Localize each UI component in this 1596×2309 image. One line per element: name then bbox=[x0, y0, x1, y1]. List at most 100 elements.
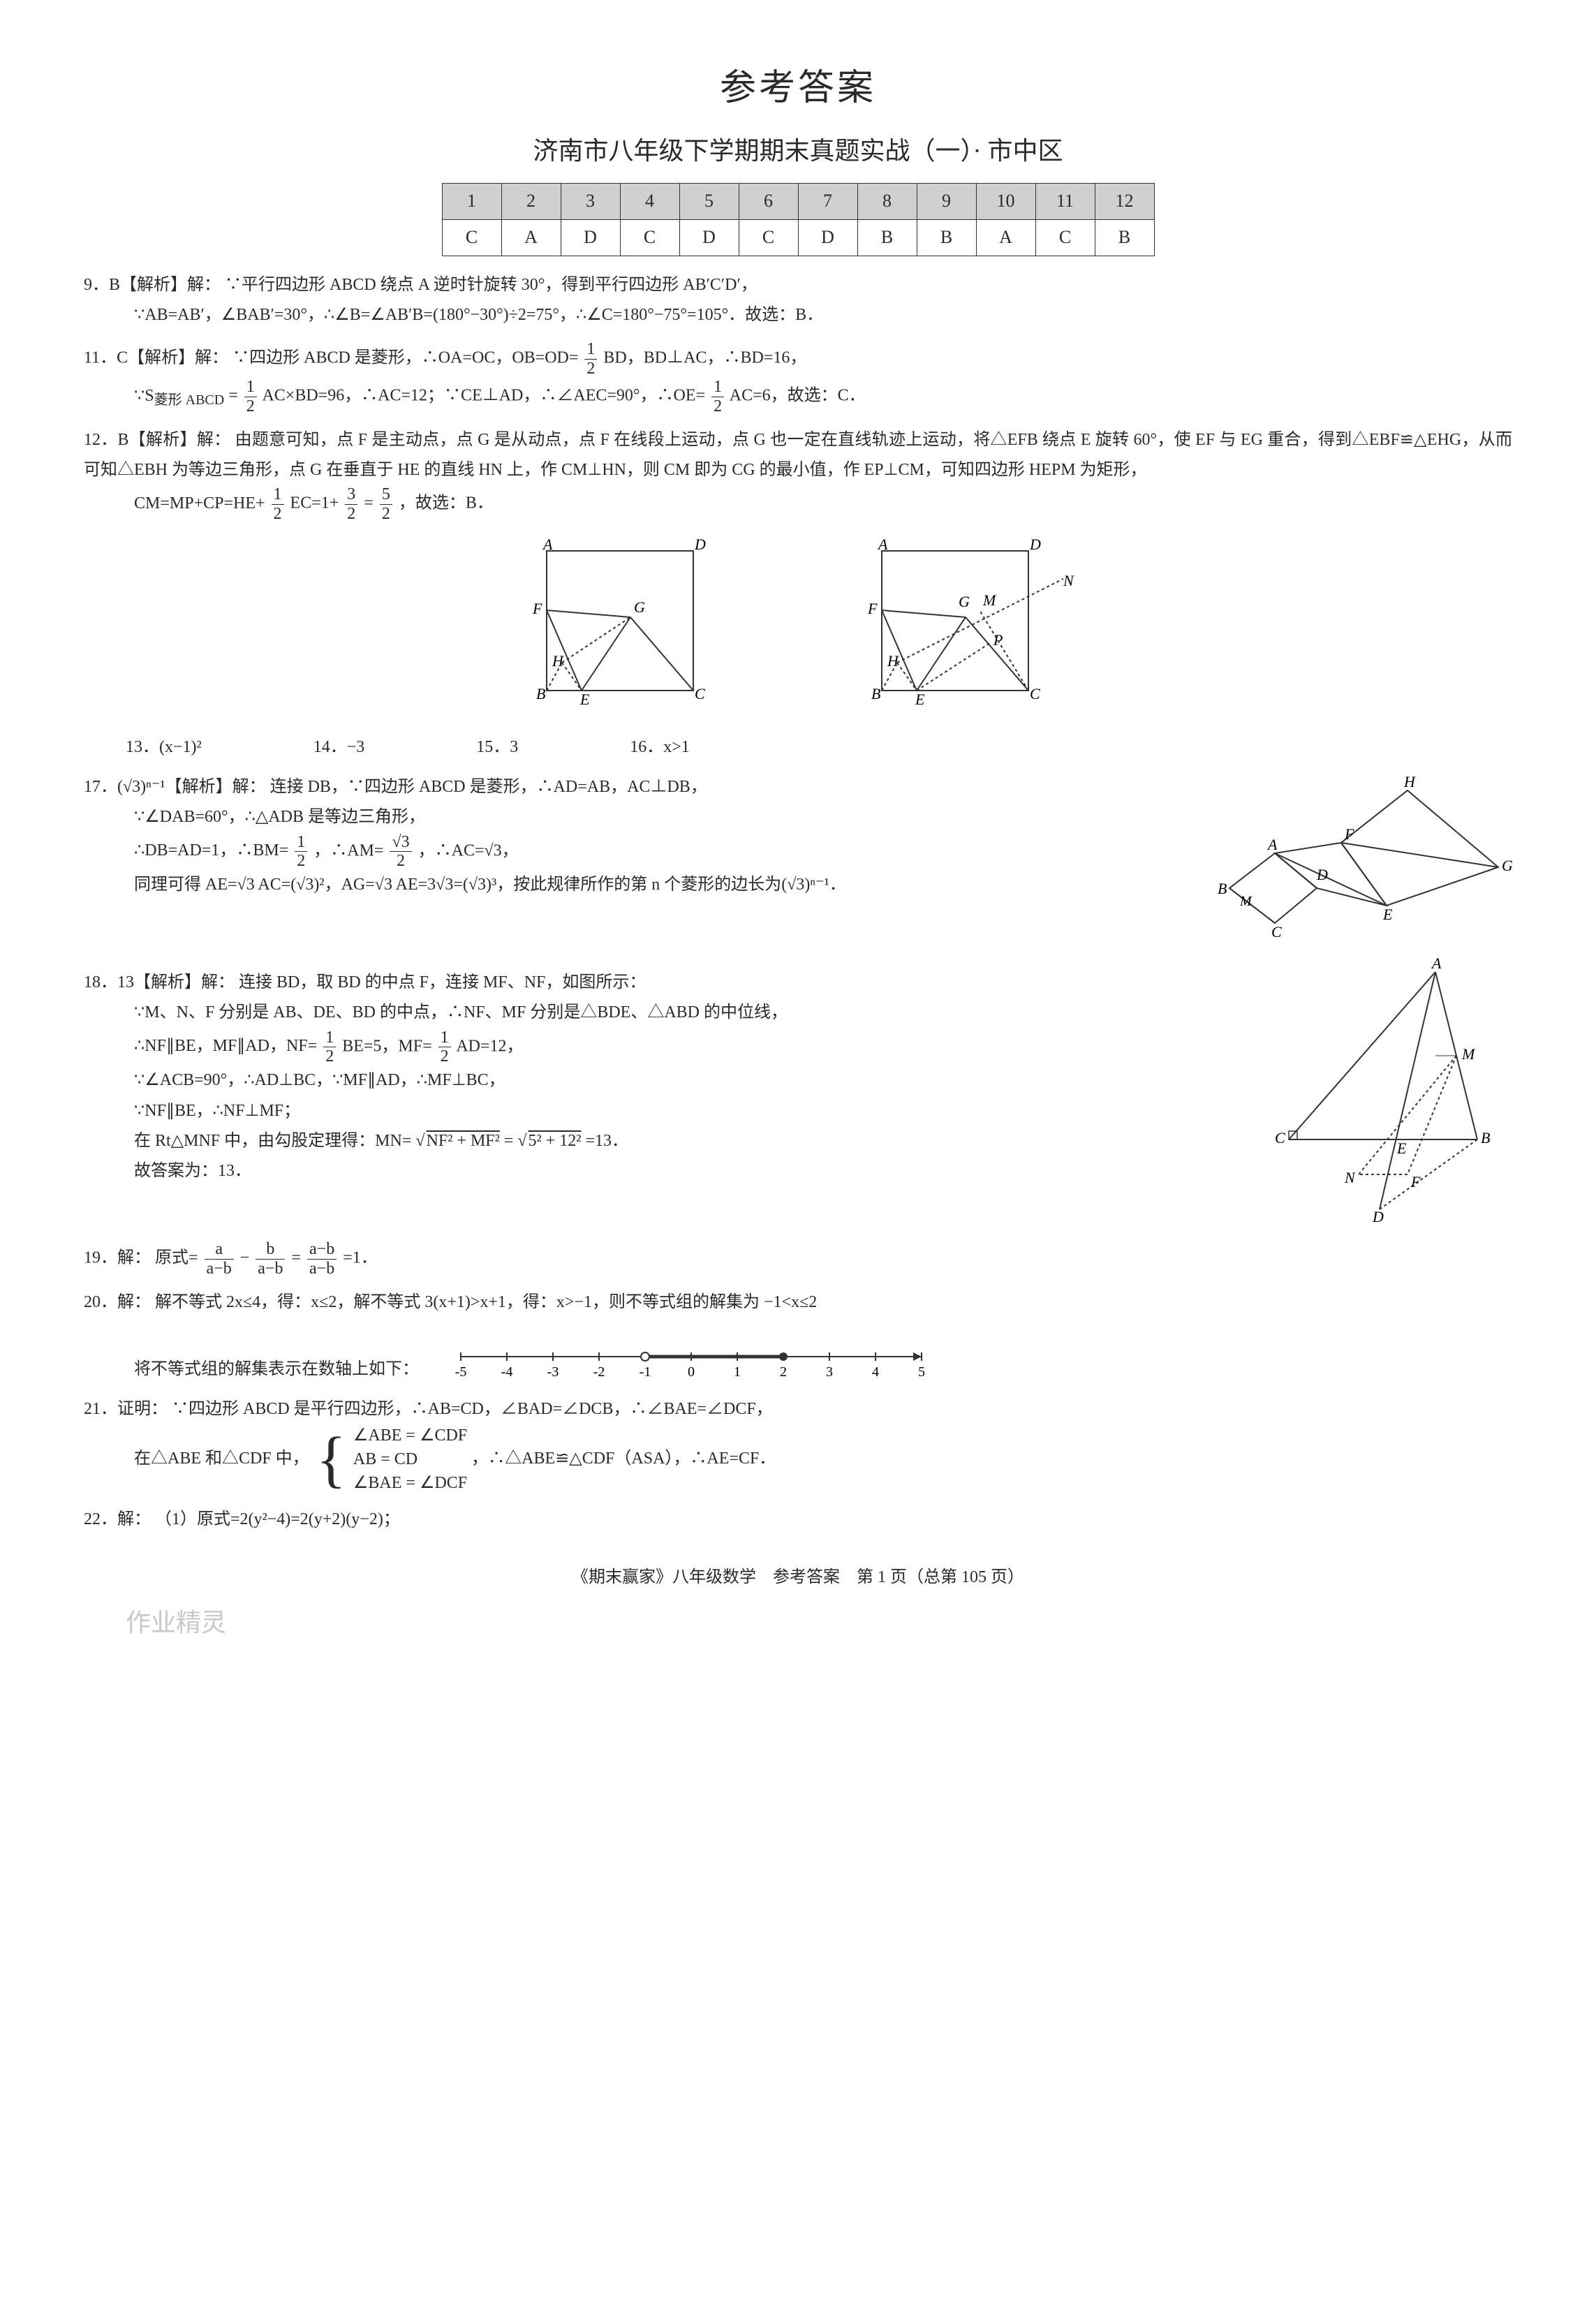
q21-l2a: 在△ABE 和△CDF 中， bbox=[134, 1449, 309, 1468]
ans-col: 10 bbox=[976, 184, 1035, 220]
q21-b1: ∠ABE = ∠CDF bbox=[353, 1426, 467, 1445]
frac-5-2: 52 bbox=[380, 485, 392, 523]
q18-l5: ∵NF∥BE，∴NF⊥MF； bbox=[134, 1102, 300, 1120]
question-12: 12．B【解析】解： 由题意可知，点 F 是主动点，点 G 是从动点，点 F 在… bbox=[84, 425, 1512, 523]
q20-l1: 解不等式 2x≤4，得：x≤2，解不等式 3(x+1)>x+1，得：x>−1，则… bbox=[155, 1293, 817, 1311]
svg-text:H: H bbox=[1403, 773, 1416, 790]
svg-text:4: 4 bbox=[872, 1364, 879, 1380]
svg-text:H: H bbox=[552, 652, 564, 670]
question-20: 20．解： 解不等式 2x≤4，得：x≤2，解不等式 3(x+1)>x+1，得：… bbox=[84, 1288, 1512, 1385]
frac-a-ab: aa−b bbox=[205, 1240, 234, 1278]
q18-l2: ∵M、N、F 分别是 AB、DE、BD 的中点，∴NF、MF 分别是△BDE、△… bbox=[134, 1003, 788, 1021]
svg-text:3: 3 bbox=[826, 1364, 833, 1380]
svg-text:M: M bbox=[1461, 1045, 1476, 1063]
q17-l3c: ，∴AC=√3， bbox=[418, 841, 519, 860]
figure-12a: A D B C F E G H bbox=[512, 537, 721, 718]
page-footer: 《期末赢家》八年级数学 参考答案 第 1 页（总第 105 页） bbox=[84, 1563, 1512, 1593]
ans-cell: C bbox=[620, 220, 679, 256]
ans-cell: D bbox=[561, 220, 620, 256]
svg-text:D: D bbox=[694, 537, 706, 553]
q18-l4: ∵∠ACB=90°，∴AD⊥BC，∵MF∥AD，∴MF⊥BC， bbox=[134, 1071, 505, 1089]
subtitle: 济南市八年级下学期期末真题实战（一）· 市中区 bbox=[84, 128, 1512, 174]
ans-col: 11 bbox=[1035, 184, 1095, 220]
svg-text:-4: -4 bbox=[501, 1364, 513, 1380]
svg-text:G: G bbox=[1502, 857, 1512, 874]
question-11: 11．C【解析】解： ∵四边形 ABCD 是菱形，∴OA=OC，OB=OD= 1… bbox=[84, 340, 1512, 415]
svg-text:C: C bbox=[1271, 923, 1282, 940]
svg-text:N: N bbox=[1344, 1169, 1356, 1186]
q12-num: 12．B【解析】解： bbox=[84, 431, 230, 449]
svg-text:A: A bbox=[542, 537, 553, 553]
number-line: -5-4-3-2-1012345 bbox=[440, 1322, 943, 1385]
q18-l6b: = bbox=[504, 1132, 514, 1150]
question-19: 19．解： 原式= aa−b − ba−b = a−ba−b =1． bbox=[84, 1240, 1512, 1278]
ans-col: 1 bbox=[442, 184, 501, 220]
short-answers: 13．(x−1)² 14．−3 15．3 16．x>1 bbox=[126, 732, 1512, 762]
q12-l2d: ，故选：B． bbox=[399, 494, 494, 512]
svg-text:E: E bbox=[579, 691, 590, 708]
question-9: 9．B【解析】解： ∵平行四边形 ABCD 绕点 A 逆时针旋转 30°，得到平… bbox=[84, 270, 1512, 330]
frac-half-3: 12 bbox=[711, 378, 724, 415]
svg-text:A: A bbox=[1431, 958, 1442, 972]
q21-b2: AB = CD bbox=[353, 1450, 418, 1468]
q18-l3b: BE=5，MF= bbox=[342, 1037, 431, 1055]
question-22: 22．解： （1）原式=2(y²−4)=2(y+2)(y−2)； bbox=[84, 1505, 1512, 1535]
svg-text:M: M bbox=[1239, 894, 1253, 909]
q17-l1: 连接 DB，∵四边形 ABCD 是菱形，∴AD=AB，AC⊥DB， bbox=[270, 778, 707, 796]
frac-half-6: 12 bbox=[323, 1028, 336, 1066]
q9-line2: ∵AB=AB′，∠BAB′=30°，∴∠B=∠AB′B=(180°−30°)÷2… bbox=[134, 306, 823, 324]
ans-col: 9 bbox=[917, 184, 976, 220]
q21-l1: ∵四边形 ABCD 是平行四边形，∴AB=CD，∠BAD=∠DCB，∴∠BAE=… bbox=[172, 1400, 773, 1418]
q19-tc: = bbox=[291, 1249, 301, 1267]
q17-l4: 同理可得 AE=√3 AC=(√3)²，AG=√3 AE=3√3=(√3)³，按… bbox=[134, 876, 846, 894]
brace-icon: { bbox=[316, 1449, 346, 1470]
svg-text:M: M bbox=[982, 591, 997, 609]
ans-col: 7 bbox=[798, 184, 857, 220]
svg-text:E: E bbox=[1382, 906, 1393, 923]
ans-cell: A bbox=[976, 220, 1035, 256]
ans-cell: A bbox=[501, 220, 561, 256]
ans-col: 2 bbox=[501, 184, 561, 220]
ans-cell: B bbox=[857, 220, 917, 256]
frac-b-ab: ba−b bbox=[256, 1240, 285, 1278]
q18-l6a: 在 Rt△MNF 中，由勾股定理得：MN= bbox=[134, 1132, 411, 1150]
svg-text:1: 1 bbox=[734, 1364, 741, 1380]
svg-text:2: 2 bbox=[780, 1364, 787, 1380]
svg-text:B: B bbox=[1481, 1129, 1490, 1146]
svg-text:-5: -5 bbox=[455, 1364, 467, 1380]
figure-18: A B C D M N E F bbox=[1261, 958, 1512, 1223]
q18-l7: 故答案为：13． bbox=[134, 1162, 251, 1180]
figure-12-row: A D B C F E G H A D B C F E G H M N P bbox=[84, 537, 1512, 718]
q20-num: 20．解： bbox=[84, 1293, 151, 1311]
svg-text:F: F bbox=[867, 600, 878, 617]
q12-l2c: = bbox=[364, 494, 374, 512]
q9-num: 9．B【解析】解： bbox=[84, 276, 221, 294]
q11-l2a: ∵S bbox=[134, 387, 154, 405]
svg-text:5: 5 bbox=[918, 1364, 925, 1380]
q18-l3a: ∴NF∥BE，MF∥AD，NF= bbox=[134, 1037, 317, 1055]
q17-l2: ∵∠DAB=60°，∴△ADB 是等边三角形， bbox=[134, 808, 425, 826]
q19-ta: 原式= bbox=[155, 1249, 198, 1267]
q14: 14．−3 bbox=[313, 732, 365, 762]
q21-b3: ∠BAE = ∠DCF bbox=[353, 1474, 467, 1492]
q11-l1a: ∵四边形 ABCD 是菱形，∴OA=OC，OB=OD= bbox=[232, 349, 578, 367]
q17-l3b: ，∴AM= bbox=[313, 841, 383, 860]
svg-text:A: A bbox=[1266, 836, 1278, 853]
q12-l1: 由题意可知，点 F 是主动点，点 G 是从动点，点 F 在线段上运动，点 G 也… bbox=[84, 431, 1512, 479]
svg-text:B: B bbox=[871, 685, 880, 702]
q16: 16．x>1 bbox=[630, 732, 690, 762]
ans-cell: C bbox=[739, 220, 798, 256]
main-title: 参考答案 bbox=[84, 56, 1512, 121]
q18-num: 18．13【解析】解： bbox=[84, 973, 235, 991]
svg-text:D: D bbox=[1316, 866, 1328, 883]
q22-num: 22．解： bbox=[84, 1510, 151, 1528]
svg-text:C: C bbox=[1030, 685, 1040, 702]
q19-num: 19．解： bbox=[84, 1249, 151, 1267]
q18-l1: 连接 BD，取 BD 的中点 F，连接 MF、NF，如图所示： bbox=[239, 973, 646, 991]
q18-root1: NF² + MF² bbox=[425, 1132, 500, 1150]
ans-col: 12 bbox=[1095, 184, 1154, 220]
svg-text:E: E bbox=[1396, 1139, 1407, 1157]
ans-col: 6 bbox=[739, 184, 798, 220]
ans-cell: D bbox=[798, 220, 857, 256]
svg-text:F: F bbox=[1410, 1173, 1421, 1190]
